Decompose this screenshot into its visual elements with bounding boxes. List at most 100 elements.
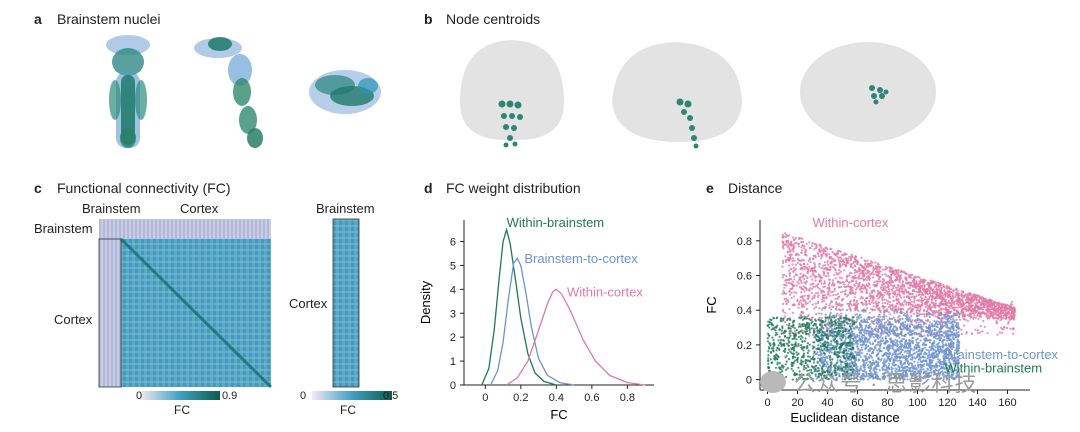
- scatter-point: [845, 337, 848, 340]
- scatter-point: [869, 336, 872, 339]
- scatter-point: [807, 269, 810, 273]
- scatter-point: [797, 306, 800, 309]
- scatter-point: [865, 291, 868, 294]
- scatter-point: [864, 266, 867, 270]
- scatter-point: [955, 329, 958, 332]
- scatter-point: [898, 336, 901, 339]
- scatter-point: [1002, 314, 1005, 317]
- scatter-point: [858, 323, 861, 326]
- scatter-point: [856, 270, 859, 273]
- scatter-point: [960, 304, 963, 307]
- scatter-point: [998, 305, 1001, 308]
- scatter-point: [816, 283, 820, 286]
- scatter-point: [807, 259, 810, 262]
- scatter-point: [863, 329, 866, 332]
- scatter-point: [874, 338, 877, 341]
- scatter-point: [806, 263, 809, 266]
- scatter-point: [886, 319, 889, 322]
- scatter-point: [853, 258, 856, 261]
- scatter-point: [791, 283, 794, 286]
- scatter-point: [867, 332, 870, 335]
- scatter-point: [935, 362, 938, 366]
- scatter-point: [808, 246, 811, 250]
- scatter-point: [801, 258, 804, 261]
- scatter-point: [866, 262, 869, 265]
- scatter-point: [948, 310, 951, 314]
- scatter-point: [849, 290, 852, 293]
- scatter-point: [828, 282, 831, 286]
- scatter-point: [970, 304, 974, 307]
- scatter-point: [873, 333, 876, 336]
- scatter-point: [953, 303, 956, 306]
- scatter-point: [852, 300, 856, 303]
- scatter-point: [975, 298, 978, 301]
- scatter-point: [811, 296, 814, 299]
- scatter-point: [930, 295, 933, 298]
- scatter-point: [993, 306, 996, 310]
- scatter-point: [893, 318, 896, 321]
- scatter-point: [960, 333, 963, 336]
- scatter-point: [913, 299, 916, 302]
- panel-e-title: Distance: [728, 180, 783, 196]
- scatter-point: [899, 276, 903, 280]
- scatter-point: [845, 278, 848, 281]
- scatter-point: [934, 350, 937, 353]
- scatter-point: [857, 358, 861, 361]
- scatter-point: [873, 290, 876, 293]
- scatter-point: [921, 303, 924, 306]
- scatter-point: [919, 313, 922, 316]
- scatter-point: [932, 351, 935, 354]
- scatter-point: [860, 329, 863, 332]
- scatter-point: [872, 359, 875, 362]
- scatter-point: [913, 275, 916, 278]
- scatter-point: [789, 267, 792, 270]
- scatter-point: [1005, 326, 1009, 330]
- scatter-point: [851, 266, 854, 269]
- scatter-point: [923, 351, 926, 354]
- scatter-point: [937, 281, 940, 284]
- scatter-point: [793, 245, 796, 248]
- scatter-point: [1012, 328, 1015, 331]
- scatter-point: [938, 288, 941, 291]
- scatter-point: [935, 288, 938, 291]
- scatter-point: [784, 283, 787, 286]
- scatter-point: [936, 323, 939, 326]
- scatter-point: [906, 323, 909, 326]
- scatter-point: [928, 341, 931, 344]
- scatter-point: [826, 356, 829, 359]
- scatter-point: [897, 283, 900, 286]
- y-tick-label: 4: [450, 284, 456, 296]
- scatter-point: [853, 284, 857, 287]
- scatter-point: [838, 314, 841, 317]
- scatter-point: [883, 346, 886, 349]
- scatter-point: [930, 353, 933, 356]
- scatter-point: [785, 302, 788, 305]
- scatter-point: [805, 242, 808, 245]
- scatter-point: [915, 321, 918, 324]
- scatter-point: [870, 272, 873, 275]
- scatter-point: [923, 310, 926, 313]
- scatter-point: [980, 306, 983, 309]
- scatter-point: [906, 282, 909, 285]
- scatter-point: [794, 267, 798, 270]
- scatter-point: [927, 349, 930, 352]
- scatter-point: [912, 295, 915, 298]
- scatter-point: [904, 303, 908, 306]
- scatter-point: [798, 236, 801, 239]
- scatter-point: [878, 341, 881, 344]
- scatter-point: [881, 289, 884, 292]
- scatter-point: [940, 303, 943, 306]
- scatter-point: [886, 291, 890, 294]
- scatter-point: [796, 299, 799, 303]
- scatter-point: [923, 342, 926, 345]
- scatter-point: [929, 327, 932, 330]
- scatter-point: [889, 325, 892, 329]
- scatter-point: [839, 270, 842, 273]
- scatter-point: [948, 317, 951, 320]
- scatter-point: [889, 332, 892, 335]
- scatter-point: [786, 245, 789, 248]
- scatter-point: [968, 299, 972, 302]
- scatter-point: [921, 292, 924, 295]
- scatter-point: [911, 273, 914, 276]
- scatter-point: [1006, 303, 1009, 307]
